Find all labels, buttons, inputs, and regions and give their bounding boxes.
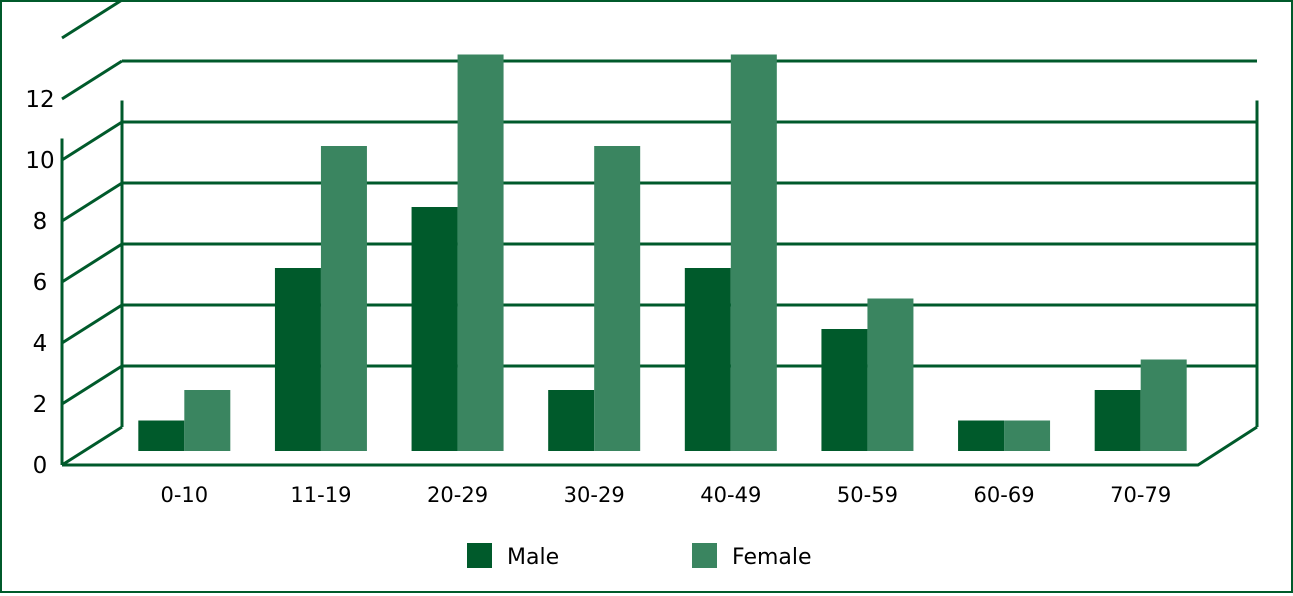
x-tick-label: 70-79 — [1110, 483, 1171, 507]
y-tick-label: 8 — [33, 209, 48, 235]
x-tick-label: 40-49 — [700, 483, 761, 507]
bar-male — [684, 268, 731, 451]
legend-swatch-male — [467, 543, 492, 568]
gridline-slant — [61, 364, 123, 406]
gridline-slant — [61, 181, 123, 223]
y-tick-label: 6 — [33, 270, 48, 296]
y-axis-ticks: 0 2 4 6 8 10 12 — [25, 87, 54, 479]
bar-male — [138, 420, 185, 451]
x-tick-label: 11-19 — [290, 483, 351, 507]
bar-female — [730, 54, 777, 451]
bars — [138, 54, 1187, 451]
x-tick-label: 30-29 — [564, 483, 625, 507]
y-tick-label: 0 — [33, 453, 48, 479]
gridline-slant — [61, 59, 123, 101]
bar-female — [184, 390, 231, 451]
gridline-slant — [61, 425, 123, 467]
bar-female — [594, 146, 641, 451]
legend-label-female: Female — [732, 545, 812, 570]
legend: Male Female — [467, 543, 812, 570]
x-tick-label: 20-29 — [427, 483, 488, 507]
gridline-slant — [61, 0, 123, 40]
gridline-slant — [61, 120, 123, 162]
bar-male — [958, 420, 1005, 451]
bar-female — [1004, 420, 1051, 451]
y-tick-label: 4 — [33, 331, 48, 357]
legend-swatch-female — [692, 543, 717, 568]
gridlines — [60, 0, 1259, 467]
gridline-slant — [61, 242, 123, 284]
bar-male — [821, 329, 868, 451]
bar-male — [411, 207, 458, 451]
bar-male — [548, 390, 595, 451]
bar-male — [274, 268, 321, 451]
bar-female — [457, 54, 504, 451]
x-tick-label: 0-10 — [160, 483, 208, 507]
legend-label-male: Male — [507, 545, 559, 570]
x-axis-ticks: 0-10 11-19 20-29 30-29 40-49 50-59 60-69 70-79 — [160, 483, 1171, 507]
y-tick-label: 2 — [33, 392, 48, 418]
bar-male — [1094, 390, 1141, 451]
y-tick-label: 12 — [25, 87, 54, 113]
bar-female — [867, 298, 914, 451]
y-tick-label: 10 — [25, 148, 54, 174]
bar-female — [320, 146, 367, 451]
bar-female — [1140, 359, 1187, 451]
gridline-slant — [61, 303, 123, 345]
x-tick-label: 50-59 — [837, 483, 898, 507]
x-tick-label: 60-69 — [974, 483, 1035, 507]
floor-edge — [62, 425, 1258, 467]
